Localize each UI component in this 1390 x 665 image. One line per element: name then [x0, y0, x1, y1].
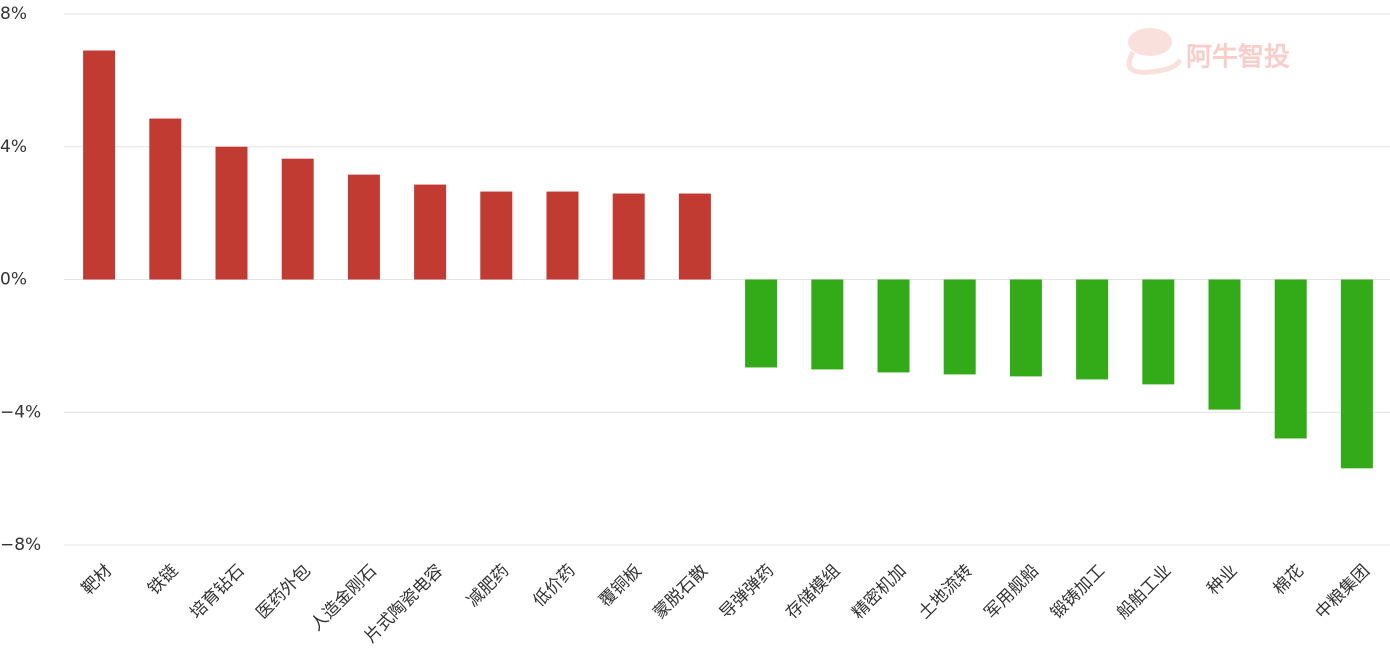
x-tick-label: 存储模组: [782, 561, 844, 623]
bar: [612, 193, 645, 280]
x-tick-label: 减肥药: [463, 561, 513, 611]
x-tick-label: 培育钻石: [186, 561, 248, 623]
bar: [83, 50, 116, 280]
bar: [414, 184, 447, 280]
x-tick-label: 土地流转: [915, 561, 977, 623]
bar: [745, 279, 778, 368]
x-tick-label: 精密机加: [848, 561, 910, 623]
bar: [1076, 279, 1109, 380]
y-tick-label: −4%: [0, 402, 41, 422]
x-tick-label: 覆铜板: [596, 561, 646, 611]
watermark-logo: [1126, 28, 1183, 75]
bar: [281, 158, 314, 280]
bar: [1208, 279, 1241, 410]
bar: [1009, 279, 1042, 377]
x-tick-label: 医药外包: [253, 561, 315, 623]
bar: [215, 146, 248, 280]
bar: [1340, 279, 1373, 469]
x-tick-label: 导弹弹药: [716, 561, 778, 623]
x-tick-label: 军用舰船: [981, 561, 1043, 623]
x-tick-label: 棉花: [1270, 561, 1308, 599]
bar: [678, 193, 711, 280]
bar: [347, 174, 380, 280]
bar: [149, 118, 182, 280]
x-tick-label: 靶材: [78, 561, 116, 599]
bar: [1142, 279, 1175, 385]
y-tick-label: 4%: [0, 137, 27, 157]
x-tick-label: 中粮集团: [1312, 561, 1374, 623]
y-tick-label: 0%: [0, 270, 27, 290]
bar: [546, 191, 579, 280]
x-tick-label: 低价药: [529, 561, 579, 611]
bar: [943, 279, 976, 375]
x-tick-label: 船舶工业: [1113, 561, 1175, 623]
y-tick-label: 8%: [0, 4, 27, 24]
watermark: 阿牛智投: [1186, 43, 1290, 73]
bar: [1274, 279, 1307, 439]
bar: [480, 191, 513, 280]
x-tick-label: 锻铸加工: [1047, 561, 1109, 623]
x-tick-label: 种业: [1203, 561, 1241, 599]
x-tick-label: 蒙脱石散: [650, 561, 712, 623]
bar: [811, 279, 844, 370]
y-tick-label: −8%: [0, 535, 41, 555]
x-tick-label: 铁链: [144, 561, 182, 599]
bar: [877, 279, 910, 373]
